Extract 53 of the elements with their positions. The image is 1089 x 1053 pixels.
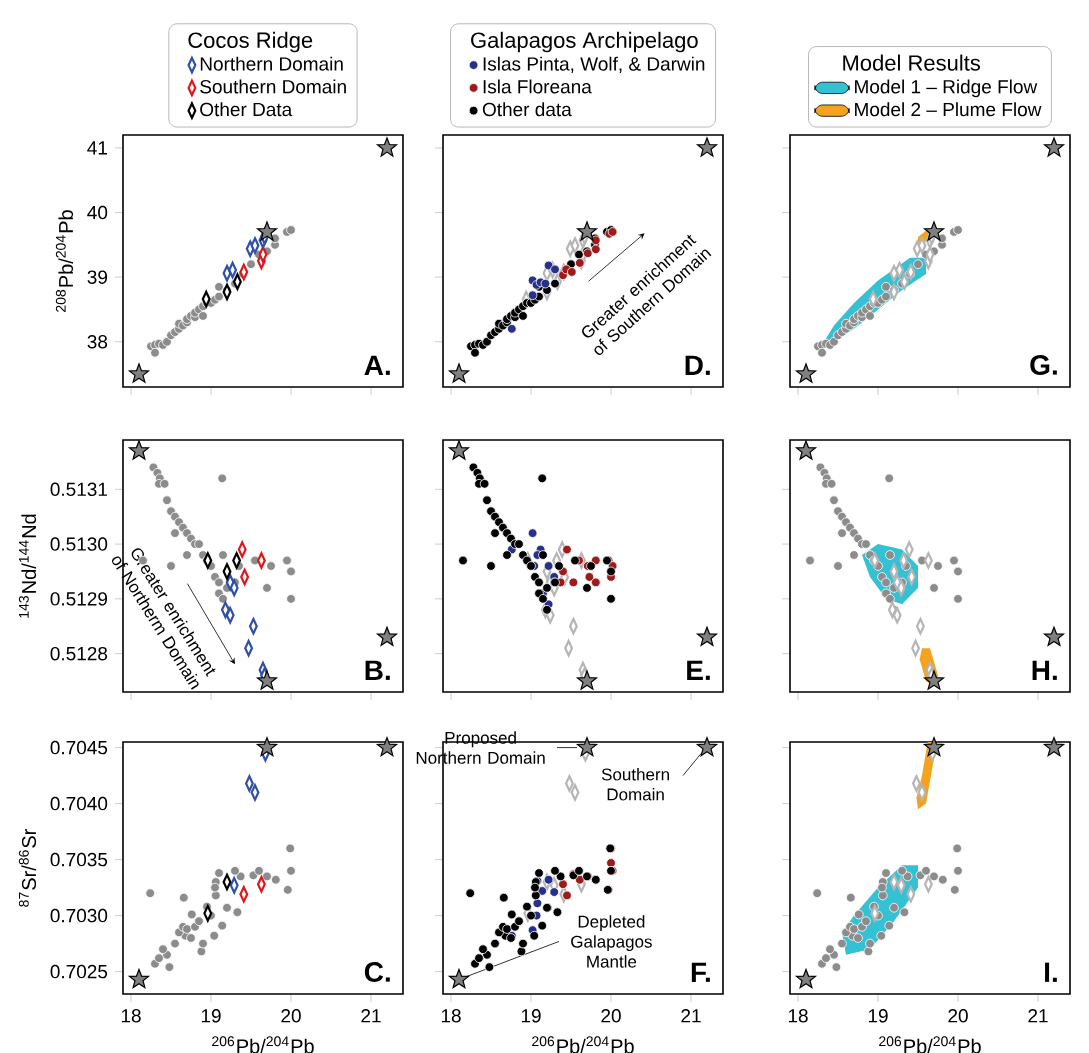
legend-title: Cocos Ridge	[188, 31, 313, 53]
x-tick-label: 18	[441, 1009, 461, 1023]
y-tick-label: 0.7025	[50, 964, 108, 979]
x-tick-label: 21	[1028, 1009, 1048, 1023]
x-tick-label: 21	[681, 1009, 701, 1023]
y-tick-label: 0.7040	[50, 796, 108, 811]
annotation: I.	[1045, 962, 1057, 982]
y-tick-label: 39	[87, 270, 108, 284]
y-tick-label: 0.7030	[50, 908, 108, 923]
y-axis-title: $^{208}$Pb/$^{204}$Pb	[55, 210, 74, 312]
x-tick-label: 18	[121, 1009, 141, 1023]
annotation: H.	[1032, 660, 1057, 680]
x-tick-label: 18	[788, 1009, 808, 1023]
y-tick-label: 0.5128	[50, 646, 108, 661]
annotation: Depleted Galapagos Mantle	[571, 915, 652, 968]
annotation: B.	[365, 660, 390, 680]
legend-label: Islas Pinta, Wolf, & Darwin	[483, 56, 705, 73]
x-axis-title: $^{206}$Pb/$^{204}$Pb	[879, 1036, 981, 1053]
legend-title: Model Results	[843, 54, 981, 71]
y-tick-label: 0.5129	[50, 592, 108, 606]
annotation: D.	[685, 355, 710, 375]
annotation: G.	[1030, 355, 1057, 375]
x-tick-label: 20	[601, 1009, 621, 1023]
annotation: C.	[364, 962, 390, 982]
x-axis-title: $^{206}$Pb/$^{204}$Pb	[532, 1036, 634, 1053]
legend-label: Model 2 – Plume Flow	[855, 102, 1042, 117]
y-tick-label: 0.7045	[50, 740, 108, 755]
x-tick-label: 20	[281, 1009, 301, 1023]
x-axis-title: $^{206}$Pb/$^{204}$Pb	[212, 1036, 314, 1053]
legend-label: Southern Domain	[200, 79, 346, 94]
y-tick-label: 40	[87, 205, 108, 220]
legend-title: Galapagos Archipelago	[471, 31, 698, 53]
x-tick-label: 19	[868, 1009, 888, 1023]
annotation: E.	[687, 660, 710, 680]
y-tick-label: 38	[87, 335, 108, 349]
y-tick-label: 0.5131	[50, 482, 107, 497]
x-tick-label: 19	[521, 1009, 541, 1023]
legend-label: Model 1 – Ridge Flow	[855, 79, 1038, 98]
x-tick-label: 21	[361, 1009, 381, 1023]
legend-label: Other data	[482, 102, 572, 117]
y-tick-label: 0.5130	[50, 537, 108, 551]
x-tick-label: 20	[948, 1009, 968, 1023]
annotation: A.	[364, 355, 390, 375]
y-tick-label: 41	[87, 141, 107, 155]
legend-label: Isla Floreana	[483, 79, 592, 94]
legend-label: Other Data	[200, 102, 293, 117]
y-tick-label: 0.7035	[50, 852, 108, 867]
annotation: F.	[691, 962, 710, 982]
y-axis-title: $^{143}$Nd/$^{144}$Nd	[18, 514, 37, 618]
legend-label: Northern Domain	[200, 56, 343, 71]
y-axis-title: $^{87}$Sr/$^{86}$Sr	[18, 828, 37, 907]
x-tick-label: 19	[201, 1009, 221, 1023]
annotation: Southern Domain	[601, 767, 669, 801]
